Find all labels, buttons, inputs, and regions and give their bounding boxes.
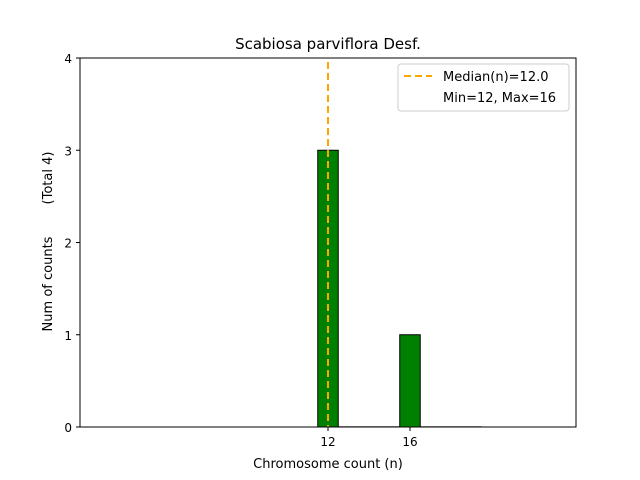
x-tick-label-16: 16 (402, 435, 417, 449)
legend-entry-median: Median(n)=12.0 (443, 70, 549, 85)
legend-entry-minmax: Min=12, Max=16 (443, 91, 556, 106)
y-axis-total-label: (Total 4) (41, 152, 56, 205)
y-tick-label-2: 2 (64, 237, 72, 251)
y-tick-label-0: 0 (64, 421, 72, 435)
x-axis-label: Chromosome count (n) (253, 457, 403, 472)
x-tick-label-12: 12 (320, 435, 335, 449)
legend: Median(n)=12.0 Min=12, Max=16 (397, 63, 570, 112)
legend-box (397, 63, 570, 112)
chart-title: Scabiosa parviflora Desf. (235, 35, 421, 53)
plot-frame (79, 57, 577, 428)
y-tick-label-3: 3 (64, 144, 72, 158)
bar-16 (399, 334, 421, 428)
y-tick-label-1: 1 (64, 329, 72, 343)
y-tick-label-4: 4 (64, 52, 72, 66)
y-axis-label: Num of counts (41, 236, 56, 331)
